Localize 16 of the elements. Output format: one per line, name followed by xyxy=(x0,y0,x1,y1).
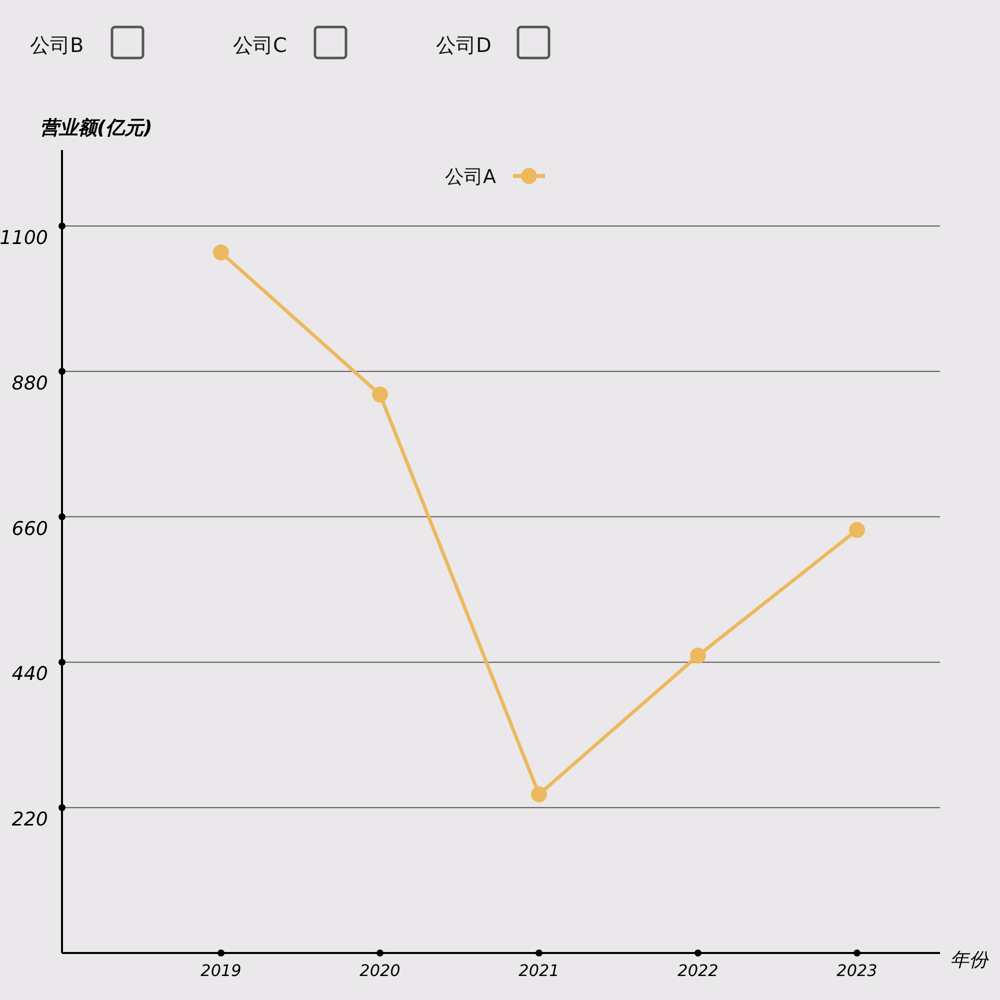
x-axis-title: 年份 xyxy=(950,949,989,971)
x-tick-label: 2021 xyxy=(518,961,560,980)
x-tick-label: 2020 xyxy=(360,961,400,980)
checkbox: 公司B xyxy=(30,26,144,60)
legend-label: 公司A xyxy=(445,166,496,188)
checkbox: 公司D xyxy=(436,26,550,60)
x-tick-label: 2023 xyxy=(836,961,878,980)
x-tick-label: 2022 xyxy=(678,961,718,980)
y-tick-label: 880 xyxy=(12,372,48,394)
y-tick-label: 220 xyxy=(12,808,48,831)
y-axis-title: 营业额(亿元) xyxy=(40,117,152,139)
y-tick-label: 1100 xyxy=(0,227,48,250)
y-tick-label: 660 xyxy=(12,518,48,540)
x-tick-label: 2019 xyxy=(200,961,242,980)
y-tick-label: 440 xyxy=(12,663,48,686)
checkbox: 公司C xyxy=(233,26,348,60)
